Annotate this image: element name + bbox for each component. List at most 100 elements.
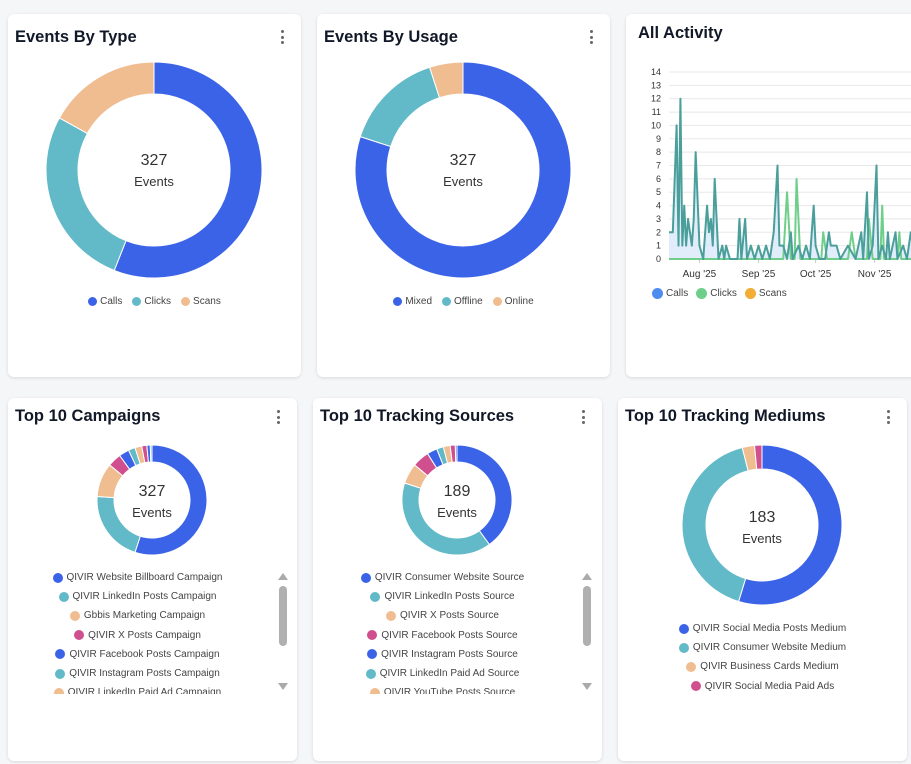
y-tick-label: 10	[651, 120, 661, 130]
legend-dot-icon	[132, 297, 142, 306]
legend-label: QIVIR Social Media Posts Medium	[692, 623, 847, 635]
top-mediums-donut	[682, 445, 842, 605]
y-tick-label: 0	[656, 254, 661, 264]
legend-scrollbar[interactable]	[278, 573, 288, 690]
donut-slice[interactable]	[58, 62, 155, 135]
legend-item[interactable]: Calls	[652, 288, 688, 299]
legend-item[interactable]: QIVIR Instagram Posts Source	[313, 645, 572, 664]
legend-label: QIVIR Website Billboard Campaign	[66, 572, 223, 584]
legend-item[interactable]: QIVIR Facebook Posts Source	[313, 626, 572, 645]
legend-item[interactable]: QIVIR X Posts Source	[313, 606, 572, 625]
top-sources-donut	[402, 445, 512, 555]
legend-item[interactable]: QIVIR LinkedIn Paid Ad Campaign	[8, 683, 267, 694]
legend-item[interactable]: QIVIR Consumer Website Medium	[618, 638, 907, 657]
legend-dot-icon	[652, 288, 663, 299]
card-title: Top 10 Tracking Sources	[320, 407, 515, 425]
more-options-icon[interactable]	[271, 408, 285, 426]
legend-item[interactable]: QIVIR Social Media Posts Medium	[618, 619, 907, 638]
y-tick-label: 4	[656, 201, 661, 211]
more-options-icon[interactable]	[881, 408, 895, 426]
legend-item[interactable]: QIVIR LinkedIn Paid Ad Source	[313, 664, 572, 683]
scroll-thumb[interactable]	[279, 586, 287, 646]
legend-label: QIVIR Business Cards Medium	[700, 661, 839, 673]
legend-dot-icon	[678, 642, 689, 653]
legend-label: QIVIR YouTube Posts Source	[383, 687, 516, 694]
legend-item[interactable]: QIVIR LinkedIn Posts Campaign	[8, 587, 267, 606]
scroll-thumb[interactable]	[583, 586, 591, 646]
legend-dot-icon	[367, 649, 378, 660]
legend-item[interactable]: Calls	[88, 296, 122, 307]
scroll-down-icon[interactable]	[278, 683, 288, 690]
legend: Calls Clicks Scans	[8, 296, 301, 307]
legend-dot-icon	[678, 623, 689, 634]
top-campaigns-card: Top 10 Campaigns 327 Events QIVIR Website…	[8, 398, 297, 761]
donut-slice[interactable]	[149, 445, 153, 463]
more-options-icon[interactable]	[576, 408, 590, 426]
legend-item[interactable]: QIVIR Website Billboard Campaign	[8, 568, 267, 587]
total-count: 327	[138, 483, 166, 500]
events-by-type-card: Events By Type 327 Events Calls Clicks Scan…	[8, 14, 301, 377]
more-options-icon[interactable]	[584, 28, 598, 46]
calls-line[interactable]	[669, 97, 911, 260]
scroll-down-icon[interactable]	[582, 683, 592, 690]
legend-item[interactable]: Gbbis Marketing Campaign	[8, 606, 267, 625]
legend-item[interactable]: QIVIR Facebook Posts Campaign	[8, 645, 267, 664]
legend-label: QIVIR Consumer Website Medium	[692, 642, 847, 654]
y-tick-label: 11	[652, 107, 661, 117]
legend-dot-icon	[55, 649, 66, 660]
card-title: Events By Usage	[324, 28, 458, 46]
legend-dot-icon	[370, 591, 381, 602]
donut-slice[interactable]	[454, 445, 458, 463]
legend-dot-icon	[53, 687, 64, 694]
legend: Calls Clicks Scans	[652, 288, 787, 299]
donut-slice[interactable]	[753, 445, 763, 470]
legend-item[interactable]: Online	[492, 296, 534, 307]
legend-item[interactable]: Clicks	[132, 296, 171, 307]
scroll-up-icon[interactable]	[582, 573, 592, 580]
events-by-type-donut	[46, 62, 262, 278]
legend-item[interactable]: QIVIR X Posts Campaign	[8, 626, 267, 645]
legend-dot-icon	[52, 572, 63, 583]
donut-slice[interactable]	[737, 445, 842, 605]
legend-item[interactable]: QIVIR YouTube Posts Source	[313, 683, 572, 694]
legend-item[interactable]: QIVIR Social Media Paid Ads	[618, 677, 907, 696]
legend-item[interactable]: QIVIR Instagram Posts Campaign	[8, 664, 267, 683]
donut-slice[interactable]	[134, 445, 207, 555]
legend-item[interactable]: Offline	[442, 296, 483, 307]
legend-item[interactable]: QIVIR Consumer Website Source	[313, 568, 572, 587]
legend-list[interactable]: QIVIR Website Billboard Campaign QIVIR Li…	[8, 568, 267, 694]
total-unit: Events	[132, 505, 172, 520]
legend-item[interactable]: Scans	[181, 296, 221, 307]
y-tick-label: 2	[656, 227, 661, 237]
legend-item[interactable]: Clicks	[696, 288, 737, 299]
legend-label: Online	[504, 296, 534, 307]
legend-dot-icon	[55, 668, 66, 679]
donut-slice[interactable]	[428, 62, 464, 99]
legend-item[interactable]: QIVIR LinkedIn Posts Source	[313, 587, 572, 606]
legend-label: Scans	[193, 296, 221, 307]
y-tick-label: 14	[651, 67, 661, 77]
legend-dot-icon	[58, 591, 69, 602]
legend-item[interactable]: Scans	[744, 288, 787, 299]
total-count: 327	[449, 152, 477, 169]
legend-label: QIVIR LinkedIn Paid Ad Campaign	[67, 687, 222, 694]
legend-item[interactable]: QIVIR Business Cards Medium	[618, 657, 907, 676]
donut-slice[interactable]	[355, 62, 571, 278]
legend-item[interactable]: Mixed	[393, 296, 432, 307]
x-tick-label: Aug '25	[683, 269, 717, 280]
legend-label: QIVIR Facebook Posts Source	[381, 629, 518, 641]
more-options-icon[interactable]	[275, 28, 289, 46]
donut-slice[interactable]	[46, 117, 127, 272]
legend-list[interactable]: QIVIR Consumer Website Source QIVIR Linke…	[313, 568, 572, 694]
scroll-up-icon[interactable]	[278, 573, 288, 580]
total-unit: Events	[437, 505, 477, 520]
donut-slice[interactable]	[113, 62, 262, 278]
legend-label: Calls	[666, 288, 689, 299]
top-mediums-card: Top 10 Tracking Mediums 183 Events QIVIR …	[618, 398, 907, 761]
top-sources-card: Top 10 Tracking Sources 189 Events QIVIR …	[313, 398, 602, 761]
donut-slice[interactable]	[359, 66, 441, 148]
legend-scrollbar[interactable]	[582, 573, 592, 690]
y-tick-label: 13	[651, 80, 661, 90]
y-tick-label: 3	[656, 214, 661, 224]
legend-dot-icon	[181, 297, 191, 306]
